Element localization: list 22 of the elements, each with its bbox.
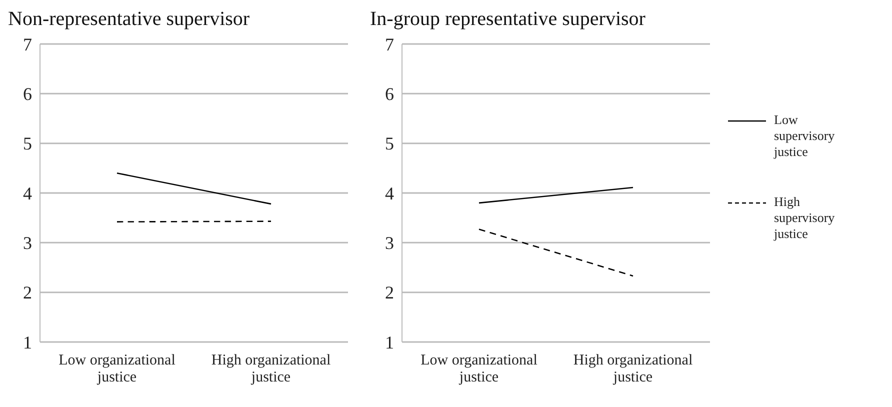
legend-label: High supervisory justice [774, 194, 836, 242]
y-tick-label: 4 [385, 183, 394, 204]
y-tick-label: 7 [385, 34, 394, 54]
y-tick-label: 1 [385, 332, 394, 352]
y-tick-label: 7 [23, 34, 32, 54]
legend-label: Low supervisory justice [774, 112, 836, 160]
y-tick-label: 4 [23, 183, 32, 204]
y-tick-label: 2 [23, 282, 32, 303]
y-tick-label: 6 [23, 84, 32, 104]
y-tick-label: 6 [385, 84, 394, 104]
y-tick-label: 5 [385, 134, 394, 154]
chart-title: In-group representative supervisor [370, 8, 646, 32]
x-tick-label: Low organizational justice [58, 352, 176, 386]
y-tick-label: 3 [385, 233, 394, 254]
chart-title: Non-representative supervisor [8, 8, 251, 32]
y-tick-label: 1 [23, 332, 32, 352]
y-tick-label: 3 [23, 233, 32, 254]
x-tick-label: Low organizational justice [420, 352, 538, 386]
x-tick-label: High organizational justice [211, 352, 331, 386]
y-tick-label: 5 [23, 134, 32, 154]
x-tick-label: High organizational justice [573, 352, 693, 386]
y-tick-label: 2 [385, 282, 394, 303]
